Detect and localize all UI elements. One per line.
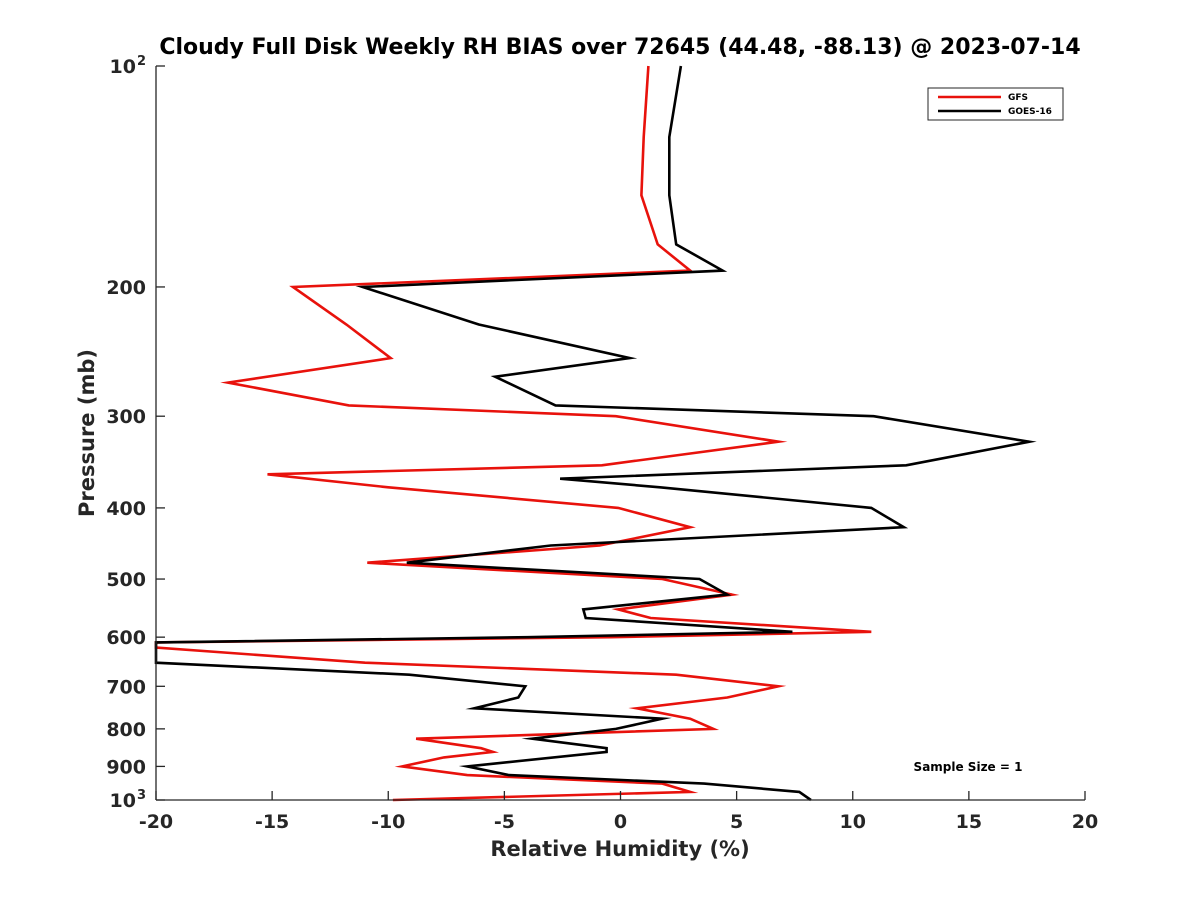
- legend-label-goes16: GOES-16: [1008, 107, 1052, 117]
- chart-title: Cloudy Full Disk Weekly RH BIAS over 726…: [159, 35, 1080, 60]
- x-tick-label: -10: [371, 811, 405, 833]
- y-tick-label: 800: [106, 719, 146, 741]
- x-tick-label: -15: [255, 811, 289, 833]
- series-line-gfs: [154, 65, 872, 802]
- y-tick-label: 200: [106, 277, 146, 299]
- y-tick-label: 400: [106, 498, 146, 520]
- x-tick-label: 20: [1072, 811, 1098, 833]
- y-tick-exponent: 3: [137, 788, 146, 803]
- y-tick-label: 600: [106, 627, 146, 649]
- legend-box: [927, 87, 1064, 121]
- y-tick-exponent: 2: [137, 54, 146, 69]
- sample-size-annotation: Sample Size = 1: [914, 760, 1023, 774]
- y-tick-label: 900: [106, 756, 146, 778]
- y-axis-label: Pressure (mb): [75, 349, 99, 517]
- x-axis-label: Relative Humidity (%): [490, 837, 749, 861]
- y-tick-label: 300: [106, 406, 146, 428]
- y-tick-label: 700: [106, 676, 146, 698]
- y-tick-label: 10: [110, 790, 136, 812]
- y-tick-label: 10: [110, 56, 136, 78]
- plot-area: [156, 66, 1085, 800]
- legend-label-gfs: GFS: [1008, 93, 1028, 103]
- series-layer: [154, 65, 1037, 802]
- series-line-goes-16: [154, 65, 1037, 802]
- x-tick-label: 10: [840, 811, 866, 833]
- x-tick-label: 5: [730, 811, 743, 833]
- x-ticks: -20 -15 -10 -5 0 5 10 15 20: [139, 791, 1098, 833]
- x-tick-label: 15: [956, 811, 982, 833]
- x-tick-label: 0: [614, 811, 627, 833]
- y-tick-label: 500: [106, 569, 146, 591]
- x-tick-label: -20: [139, 811, 173, 833]
- legend: GFS GOES-16: [927, 87, 1064, 121]
- x-tick-label: -5: [494, 811, 515, 833]
